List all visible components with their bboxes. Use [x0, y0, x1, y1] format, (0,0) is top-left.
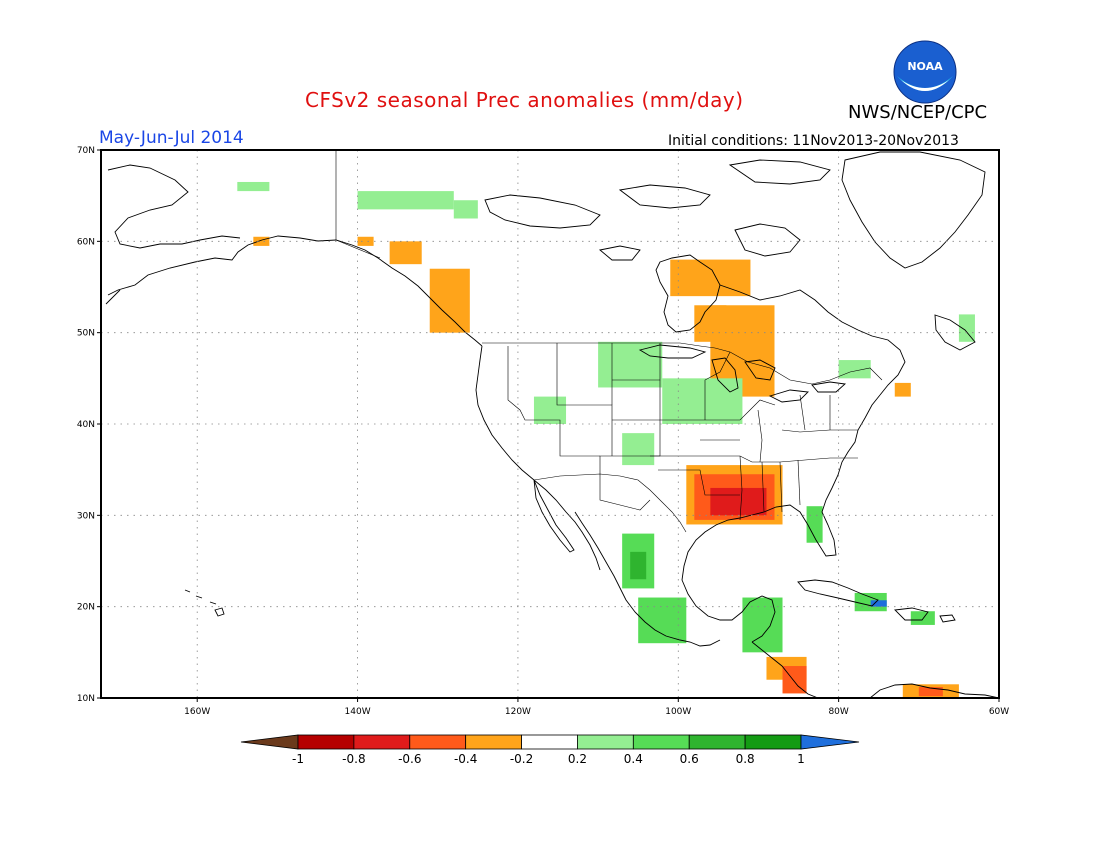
initial-conditions: Initial conditions: 11Nov2013-20Nov2013	[668, 133, 959, 149]
anomaly-region	[389, 241, 422, 265]
anomaly-region	[622, 433, 655, 466]
noaa-logo: NOAA	[893, 40, 957, 104]
colorbar-label: 0.8	[736, 752, 755, 766]
colorbar-label: 1	[797, 752, 805, 766]
logo-text: NOAA	[907, 60, 943, 73]
x-tick-label: 100W	[665, 707, 691, 717]
anomaly-region	[694, 305, 727, 342]
anomaly-region	[630, 551, 647, 580]
colorbar-swatch	[409, 734, 467, 750]
anomaly-region	[598, 341, 663, 388]
y-tick-label: 50N	[77, 329, 95, 339]
x-tick-label: 60W	[989, 707, 1009, 717]
colorbar-label: -0.4	[454, 752, 477, 766]
y-tick-label: 70N	[77, 146, 95, 156]
anomaly-region	[662, 378, 743, 424]
y-tick-label: 40N	[77, 420, 95, 430]
colorbar-label: -0.8	[342, 752, 365, 766]
colorbar: -1 -0.8 -0.6 -0.4 -0.2 0.2 0.4 0.6 0.8 1	[240, 734, 860, 766]
anomaly-region	[638, 597, 687, 644]
anomaly-region	[910, 611, 935, 625]
colorbar-swatch	[577, 734, 634, 750]
axis-ticks: 160W 140W 120W 100W 80W 60W 70N 60N 50N 40N 30N 20N…	[77, 146, 1009, 717]
colorbar-swatch	[521, 734, 578, 750]
x-tick-label: 160W	[184, 707, 210, 717]
colorbar-swatch	[465, 734, 522, 750]
anomaly-region	[894, 382, 911, 397]
x-tick-label: 120W	[505, 707, 531, 717]
anomaly-region	[838, 360, 871, 379]
y-tick-label: 30N	[77, 511, 95, 521]
colorbar-label: -1	[292, 752, 304, 766]
political-borders	[335, 150, 883, 533]
anomaly-region	[357, 191, 454, 210]
anomaly-region	[782, 666, 807, 694]
map-title: CFSv2 seasonal Prec anomalies (mm/day)	[305, 88, 744, 112]
colorbar-label: -0.2	[510, 752, 533, 766]
anomaly-region	[429, 268, 470, 333]
colorbar-high-arrow	[800, 734, 860, 750]
y-tick-label: 60N	[77, 237, 95, 247]
anomaly-region	[670, 259, 751, 297]
colorbar-swatch	[632, 734, 690, 750]
anomaly-region	[918, 687, 943, 697]
anomaly-region	[237, 181, 270, 192]
anomaly-region	[870, 600, 887, 607]
y-tick-label: 20N	[77, 603, 95, 613]
colorbar-label: 0.4	[624, 752, 643, 766]
colorbar-label: -0.6	[398, 752, 421, 766]
colorbar-swatch	[353, 734, 411, 750]
anomaly-region	[958, 314, 975, 342]
x-tick-label: 80W	[828, 707, 848, 717]
anomaly-region	[357, 236, 374, 246]
colorbar-swatch	[744, 734, 802, 750]
anomaly-region	[533, 396, 567, 424]
colorbar-low-arrow	[240, 734, 299, 750]
anomaly-region	[742, 597, 783, 653]
anomaly-region	[453, 200, 478, 219]
forecast-period: May-Jun-Jul 2014	[99, 128, 244, 148]
colorbar-label: 0.6	[680, 752, 699, 766]
colorbar-label: 0.2	[568, 752, 587, 766]
coastline-layer	[105, 151, 999, 698]
y-tick-label: 10N	[77, 694, 95, 704]
anomaly-region	[710, 487, 767, 516]
x-tick-label: 140W	[345, 707, 371, 717]
anomaly-region	[253, 236, 270, 246]
colorbar-swatch	[688, 734, 746, 750]
org-label: NWS/NCEP/CPC	[848, 102, 988, 123]
colorbar-swatch	[297, 734, 355, 750]
